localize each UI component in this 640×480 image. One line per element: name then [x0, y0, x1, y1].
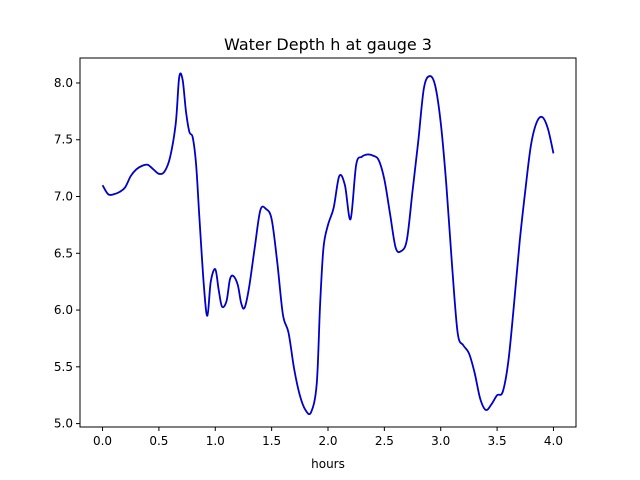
y-axis-ticks: 5.0 5.5 6.0 6.5 7.0 7.5 8.0 [54, 76, 80, 431]
y-tick-label: 8.0 [54, 76, 73, 90]
y-tick-label: 6.5 [54, 246, 73, 260]
x-tick-label: 1.0 [206, 434, 225, 448]
y-tick-label: 7.0 [54, 190, 73, 204]
plot-area-frame [79, 57, 577, 428]
x-axis-ticks: 0.0 0.5 1.0 1.5 2.0 2.5 3.0 3.5 4.0 [93, 427, 563, 448]
y-tick-label: 6.0 [54, 303, 73, 317]
x-tick-label: 3.0 [431, 434, 450, 448]
x-tick-label: 3.5 [488, 434, 507, 448]
x-tick-label: 0.0 [93, 434, 112, 448]
x-tick-label: 2.5 [375, 434, 394, 448]
x-tick-label: 0.5 [149, 434, 168, 448]
x-axis-label: hours [311, 457, 345, 471]
y-tick-label: 5.5 [54, 360, 73, 374]
chart-title: Water Depth h at gauge 3 [224, 35, 432, 54]
series-line [101, 72, 555, 416]
y-tick-label: 7.5 [54, 133, 73, 147]
y-tick-label: 5.0 [54, 417, 73, 431]
x-tick-label: 4.0 [544, 434, 563, 448]
x-tick-label: 1.5 [262, 434, 281, 448]
x-tick-label: 2.0 [318, 434, 337, 448]
